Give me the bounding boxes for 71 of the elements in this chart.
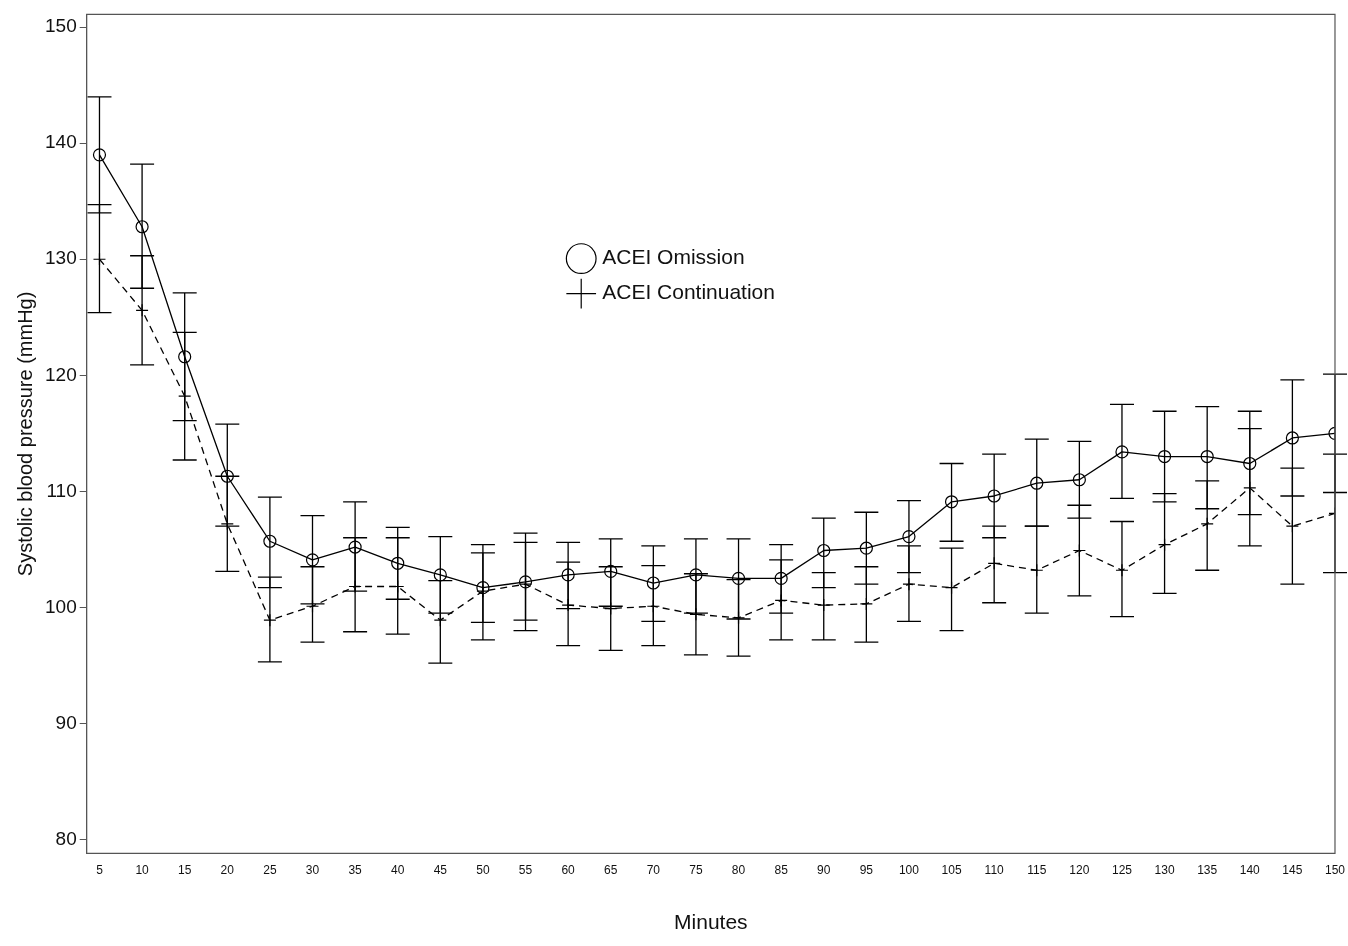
x-tick-label: 135 bbox=[1197, 862, 1218, 877]
point bbox=[305, 553, 320, 567]
point bbox=[689, 568, 703, 582]
x-tick-label: 25 bbox=[263, 862, 277, 877]
x-tick-label: 15 bbox=[178, 862, 192, 877]
point bbox=[263, 534, 277, 548]
point bbox=[1285, 431, 1299, 445]
y-axis-title: Systolic blood pressure (mmHg) bbox=[13, 291, 36, 577]
x-tick-label: 115 bbox=[1027, 862, 1047, 877]
point bbox=[263, 613, 277, 627]
x-tick-label: 80 bbox=[731, 862, 746, 877]
point bbox=[1072, 473, 1086, 487]
x-tick-label: 110 bbox=[984, 862, 1005, 877]
x-tick-label: 150 bbox=[1324, 862, 1346, 877]
x-tick-label: 130 bbox=[1154, 862, 1175, 877]
point bbox=[731, 571, 746, 585]
point bbox=[1030, 476, 1044, 490]
point bbox=[987, 489, 1001, 503]
x-tick-label: 145 bbox=[1282, 862, 1303, 877]
y-tick-label: 150 bbox=[45, 15, 77, 37]
x-tick-label: 55 bbox=[518, 862, 533, 877]
x-tick-label: 10 bbox=[135, 862, 150, 877]
point bbox=[433, 568, 447, 582]
point bbox=[1243, 456, 1257, 471]
y-tick-label: 110 bbox=[46, 479, 77, 501]
point bbox=[391, 556, 405, 570]
x-tick-label: 5 bbox=[96, 862, 104, 877]
x-tick-label: 60 bbox=[561, 862, 576, 877]
x-tick-label: 100 bbox=[898, 862, 920, 877]
y-tick-label: 140 bbox=[45, 131, 77, 153]
point bbox=[604, 564, 618, 579]
point bbox=[348, 540, 362, 554]
point bbox=[92, 148, 107, 162]
y-tick-label: 80 bbox=[55, 827, 77, 849]
point bbox=[817, 543, 831, 558]
point bbox=[944, 495, 959, 509]
y-tick-label: 100 bbox=[45, 595, 77, 617]
point bbox=[1157, 449, 1172, 464]
x-tick-label: 30 bbox=[305, 862, 320, 877]
x-tick-label: 90 bbox=[817, 862, 831, 877]
point bbox=[859, 541, 873, 555]
x-axis-title: Minutes bbox=[674, 910, 748, 934]
x-tick-label: 140 bbox=[1239, 862, 1261, 877]
legend-label: ACEI Omission bbox=[602, 245, 745, 269]
x-tick-label: 95 bbox=[859, 862, 874, 877]
x-tick-label: 40 bbox=[391, 862, 405, 877]
x-tick-label: 75 bbox=[689, 862, 703, 877]
point bbox=[220, 469, 234, 483]
point bbox=[987, 556, 1001, 570]
point bbox=[1200, 449, 1214, 464]
y-tick-label: 90 bbox=[55, 711, 77, 733]
point bbox=[135, 220, 149, 234]
x-tick-label: 120 bbox=[1069, 862, 1090, 877]
point bbox=[646, 576, 660, 590]
point bbox=[1115, 445, 1129, 459]
y-tick-label: 120 bbox=[45, 363, 77, 385]
y-tick-label: 130 bbox=[45, 247, 77, 269]
point bbox=[902, 530, 916, 544]
x-tick-label: 125 bbox=[1111, 862, 1133, 877]
x-tick-label: 105 bbox=[941, 862, 962, 877]
point bbox=[178, 350, 192, 364]
x-tick-label: 65 bbox=[604, 862, 618, 877]
point bbox=[774, 571, 788, 585]
legend-label: ACEI Continuation bbox=[602, 280, 775, 304]
x-tick-label: 70 bbox=[646, 862, 661, 877]
x-tick-label: 35 bbox=[348, 862, 363, 877]
x-tick-label: 50 bbox=[476, 862, 490, 877]
x-tick-label: 45 bbox=[433, 862, 448, 877]
x-tick-label: 85 bbox=[774, 862, 789, 877]
point bbox=[561, 568, 575, 582]
x-tick-label: 20 bbox=[220, 862, 235, 877]
